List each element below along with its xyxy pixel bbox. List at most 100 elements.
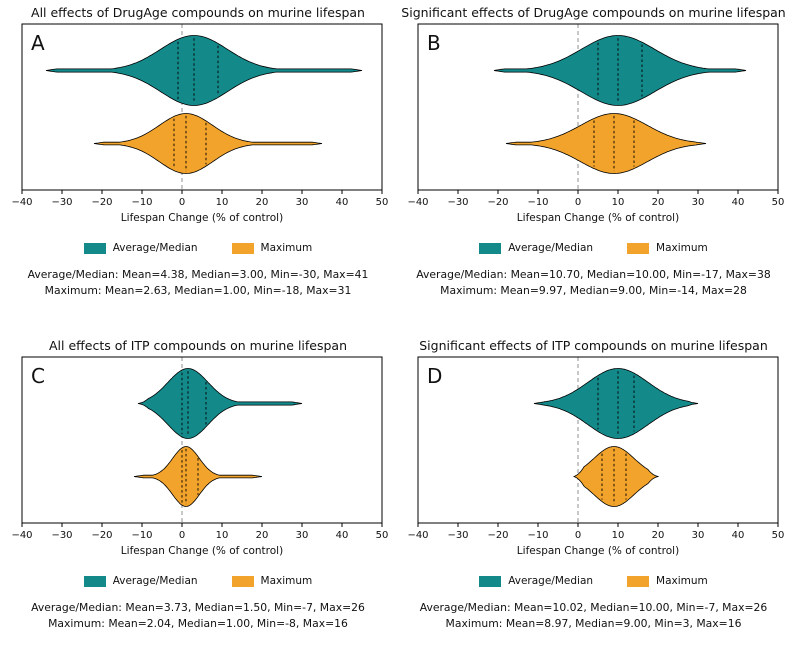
svg-text:40: 40 [731, 530, 744, 541]
legend-item-maximum: Maximum [231, 575, 313, 587]
panel-c: All effects of ITP compounds on murine l… [0, 333, 396, 665]
svg-text:−10: −10 [131, 197, 152, 208]
svg-text:40: 40 [336, 530, 349, 541]
legend-item-average-median: Average/Median [83, 575, 198, 587]
svg-text:50: 50 [771, 530, 783, 541]
svg-text:Lifespan Change (% of control): Lifespan Change (% of control) [516, 545, 678, 557]
legend-item-maximum: Maximum [231, 242, 313, 254]
svg-text:30: 30 [296, 197, 309, 208]
svg-text:0: 0 [179, 530, 185, 541]
panel-b: Significant effects of DrugAge compounds… [396, 0, 791, 333]
svg-text:C: C [31, 364, 45, 388]
legend-item-average-median: Average/Median [83, 242, 198, 254]
svg-text:−10: −10 [131, 530, 152, 541]
svg-text:50: 50 [376, 530, 388, 541]
svg-text:−40: −40 [11, 530, 32, 541]
legend-item-average-median: Average/Median [479, 242, 593, 254]
stats-line-maximum: Maximum: Mean=2.63, Median=1.00, Min=-18… [44, 283, 352, 297]
svg-text:Lifespan Change (% of control): Lifespan Change (% of control) [121, 212, 283, 224]
legend-item-average-median: Average/Median [479, 575, 593, 587]
stats-line-maximum: Maximum: Mean=8.97, Median=9.00, Min=3, … [445, 616, 742, 630]
svg-text:−30: −30 [51, 197, 72, 208]
legend-label-maximum: Maximum [260, 575, 313, 587]
legend-swatch-maximum-icon [231, 575, 254, 587]
svg-text:30: 30 [691, 530, 704, 541]
legend-label-maximum: Maximum [260, 242, 313, 254]
svg-text:0: 0 [179, 197, 185, 208]
violin-plot-b: −40 −30 −20 −10 0 10 20 30 40 50 Lifespan Change (… [407, 23, 784, 224]
svg-text:−20: −20 [487, 197, 508, 208]
legend-swatch-maximum-icon [231, 242, 254, 254]
svg-text:10: 10 [216, 197, 229, 208]
legend-d: Average/Median Maximum [479, 575, 708, 587]
svg-text:−10: −10 [527, 530, 548, 541]
svg-text:−10: −10 [527, 197, 548, 208]
svg-text:50: 50 [376, 197, 388, 208]
violin-plot-c: −40 −30 −20 −10 0 10 20 30 40 50 Lifespan Change (… [11, 356, 388, 557]
stats-a: Average/Median: Mean=4.38, Median=3.00, … [28, 267, 369, 298]
stats-line-maximum: Maximum: Mean=9.97, Median=9.00, Min=-14… [440, 283, 747, 297]
legend-label-average-median: Average/Median [112, 575, 198, 587]
svg-text:−30: −30 [51, 530, 72, 541]
stats-line-average-median: Average/Median: Mean=4.38, Median=3.00, … [27, 268, 369, 281]
svg-text:10: 10 [216, 530, 229, 541]
panel-a-title: All effects of DrugAge compounds on muri… [31, 5, 365, 20]
svg-text:−20: −20 [91, 530, 112, 541]
legend-swatch-average-median-icon [83, 242, 106, 254]
legend-label-average-median: Average/Median [508, 242, 594, 254]
svg-text:D: D [427, 364, 442, 388]
legend-swatch-maximum-icon [627, 575, 650, 587]
svg-text:−20: −20 [487, 530, 508, 541]
panel-a: All effects of DrugAge compounds on muri… [0, 0, 396, 333]
svg-text:0: 0 [574, 530, 580, 541]
svg-text:20: 20 [651, 530, 664, 541]
svg-text:−40: −40 [407, 197, 428, 208]
stats-c: Average/Median: Mean=3.73, Median=1.50, … [31, 600, 365, 631]
svg-text:40: 40 [336, 197, 349, 208]
panel-d-title: Significant effects of ITP compounds on … [419, 338, 768, 353]
svg-text:Lifespan Change (% of control): Lifespan Change (% of control) [121, 545, 283, 557]
stats-line-maximum: Maximum: Mean=2.04, Median=1.00, Min=-8,… [48, 616, 348, 630]
svg-text:50: 50 [771, 197, 783, 208]
svg-text:−20: −20 [91, 197, 112, 208]
legend-swatch-maximum-icon [627, 242, 650, 254]
stats-b: Average/Median: Mean=10.70, Median=10.00… [416, 267, 770, 298]
stats-d: Average/Median: Mean=10.02, Median=10.00… [420, 600, 768, 631]
svg-text:A: A [31, 31, 45, 55]
panel-b-title: Significant effects of DrugAge compounds… [401, 5, 786, 20]
svg-text:30: 30 [691, 197, 704, 208]
svg-text:−40: −40 [11, 197, 32, 208]
stats-line-average-median: Average/Median: Mean=10.70, Median=10.00… [416, 268, 771, 281]
legend-label-average-median: Average/Median [112, 242, 198, 254]
svg-text:−30: −30 [447, 530, 468, 541]
stats-line-average-median: Average/Median: Mean=3.73, Median=1.50, … [31, 601, 365, 614]
violin-plot-a: −40 −30 −20 −10 0 10 20 30 40 50 Lifespan Change (… [11, 23, 388, 224]
svg-text:20: 20 [256, 530, 269, 541]
svg-text:10: 10 [611, 197, 624, 208]
legend-swatch-average-median-icon [479, 242, 502, 254]
svg-text:B: B [427, 31, 441, 55]
panel-c-title: All effects of ITP compounds on murine l… [48, 338, 348, 353]
legend-swatch-average-median-icon [83, 575, 106, 587]
legend-label-maximum: Maximum [656, 242, 708, 254]
legend-label-average-median: Average/Median [508, 575, 594, 587]
svg-text:30: 30 [296, 530, 309, 541]
stats-line-average-median: Average/Median: Mean=10.02, Median=10.00… [419, 601, 768, 614]
svg-text:−30: −30 [447, 197, 468, 208]
legend-label-maximum: Maximum [656, 575, 708, 587]
svg-text:Lifespan Change (% of control): Lifespan Change (% of control) [516, 212, 678, 224]
svg-text:20: 20 [651, 197, 664, 208]
legend-b: Average/Median Maximum [479, 242, 708, 254]
legend-c: Average/Median Maximum [83, 575, 313, 587]
svg-text:40: 40 [731, 197, 744, 208]
svg-text:0: 0 [574, 197, 580, 208]
svg-text:−40: −40 [407, 530, 428, 541]
svg-text:20: 20 [256, 197, 269, 208]
violin-plot-d: −40 −30 −20 −10 0 10 20 30 40 50 Lifespan Change (… [407, 356, 784, 557]
panel-d: Significant effects of ITP compounds on … [396, 333, 791, 665]
legend-swatch-average-median-icon [479, 575, 502, 587]
svg-text:10: 10 [611, 530, 624, 541]
legend-a: Average/Median Maximum [83, 242, 313, 254]
legend-item-maximum: Maximum [627, 575, 708, 587]
